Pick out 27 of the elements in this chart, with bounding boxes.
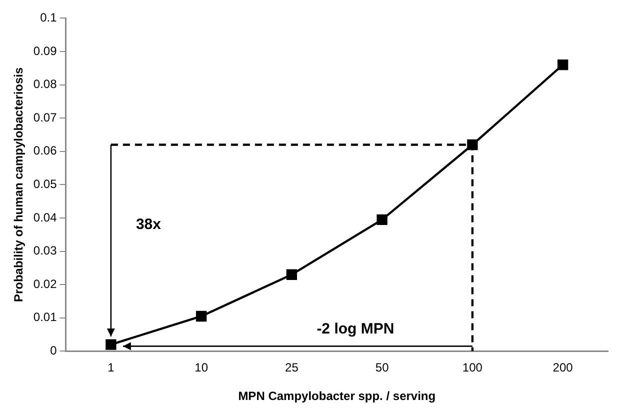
y-tick-label: 0.06 xyxy=(33,144,58,158)
y-tick-label: 0.01 xyxy=(33,310,58,324)
y-tick-label: 0 xyxy=(50,344,58,358)
y-axis-title: Probability of human campylobacteriosis xyxy=(12,67,26,302)
x-tick-label: 50 xyxy=(375,360,390,375)
y-tick-label: 0.08 xyxy=(33,77,58,92)
point xyxy=(196,310,207,322)
y-tick-label: 0.05 xyxy=(33,177,58,192)
x-tick-label: 10 xyxy=(194,360,208,375)
annotation: 38x xyxy=(136,216,162,233)
y-tick-label: 0.1 xyxy=(40,10,58,25)
point xyxy=(557,59,568,70)
x-tick-label: 200 xyxy=(552,360,574,375)
x-tick-label: 1 xyxy=(108,360,115,375)
x-tick-label: 100 xyxy=(462,360,483,375)
y-tick-label: 0.04 xyxy=(33,210,58,224)
y-tick-label: 0.02 xyxy=(33,276,58,291)
point xyxy=(286,269,298,280)
x-axis-title: MPN Campylobacter spp. / serving xyxy=(238,389,436,404)
y-tick-label: 0.09 xyxy=(33,44,58,58)
annotation: -2 log MPN xyxy=(316,320,394,338)
y-tick-label: 0.07 xyxy=(33,110,58,124)
point xyxy=(376,214,388,226)
x-tick-label: 25 xyxy=(285,360,299,375)
point xyxy=(106,339,116,350)
point xyxy=(467,139,478,150)
y-tick-label: 0.03 xyxy=(33,244,58,258)
